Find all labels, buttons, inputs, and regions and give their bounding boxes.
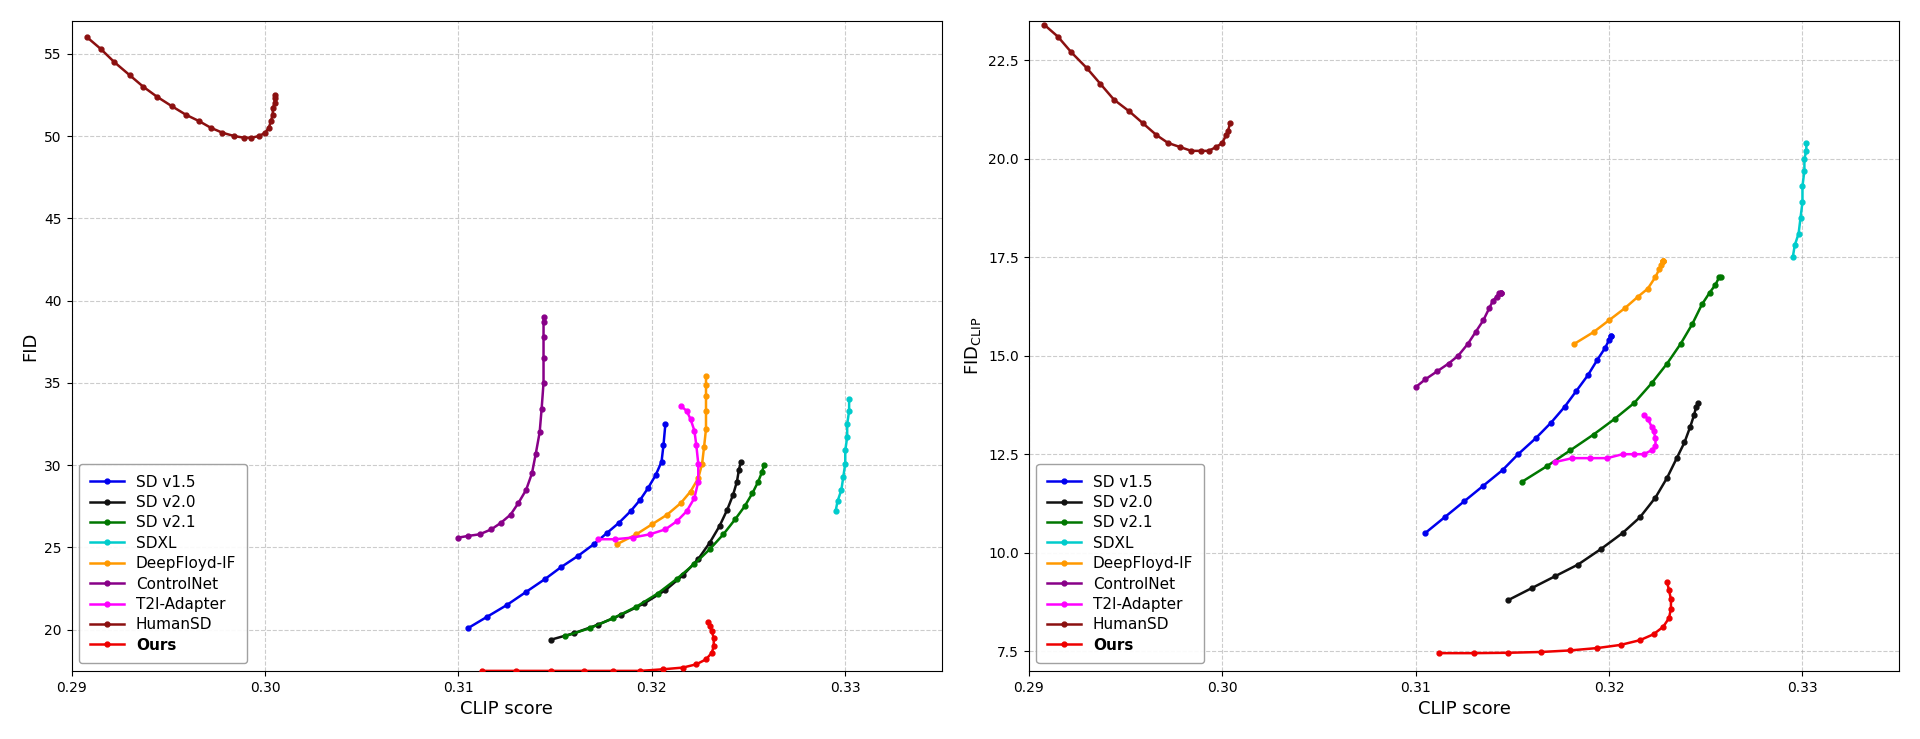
Legend: SD v1.5, SD v2.0, SD v2.1, SDXL, DeepFloyd-IF, ControlNet, T2I-Adapter, HumanSD,: SD v1.5, SD v2.0, SD v2.1, SDXL, DeepFlo…: [1037, 464, 1204, 663]
X-axis label: CLIP score: CLIP score: [1417, 700, 1511, 718]
Y-axis label: FID: FID: [21, 331, 38, 361]
X-axis label: CLIP score: CLIP score: [461, 700, 553, 718]
Y-axis label: FID$_{\rm CLIP}$: FID$_{\rm CLIP}$: [962, 316, 983, 375]
Legend: SD v1.5, SD v2.0, SD v2.1, SDXL, DeepFloyd-IF, ControlNet, T2I-Adapter, HumanSD,: SD v1.5, SD v2.0, SD v2.1, SDXL, DeepFlo…: [79, 464, 248, 663]
